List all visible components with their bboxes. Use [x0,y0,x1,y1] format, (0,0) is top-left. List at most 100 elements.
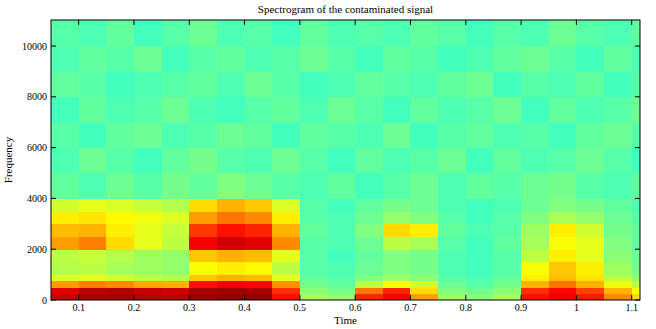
x-tick [355,20,356,25]
cell [134,20,162,46]
cell [604,287,632,294]
cell [438,262,466,275]
cell [383,198,411,211]
cell [493,173,521,199]
cell [549,122,577,148]
cell [328,173,356,199]
cell [549,237,577,250]
cell [576,97,604,123]
cell [79,211,107,224]
cell [134,224,162,237]
cell [466,237,494,250]
cell [604,46,632,72]
x-tick-label: 0.3 [183,302,196,313]
cell [410,122,438,148]
cell [162,211,190,224]
cell [466,287,494,294]
x-tick [410,20,411,25]
cell [604,173,632,199]
cell [355,173,383,199]
cell [79,224,107,237]
y-tick-label: 2000 [27,244,47,255]
cell [604,281,632,288]
cell [493,249,521,262]
cell [410,224,438,237]
cell [493,237,521,250]
cell [328,294,356,300]
cell [217,287,245,294]
cell [410,198,438,211]
cell [438,294,466,300]
cell [438,148,466,174]
cell [355,46,383,72]
cell [521,237,549,250]
cell [189,224,217,237]
cell [245,237,273,250]
cell [576,237,604,250]
x-tick [244,295,245,300]
cell [162,122,190,148]
x-tick [355,295,356,300]
cell [549,20,577,46]
cell [604,262,632,275]
cell [438,46,466,72]
cell [189,262,217,275]
cell [189,97,217,123]
cell [162,249,190,262]
cell [438,173,466,199]
cell [106,198,134,211]
cell [604,97,632,123]
x-tick-label: 0.9 [515,302,528,313]
cell [549,281,577,288]
cell [217,237,245,250]
cell [189,198,217,211]
cell [576,122,604,148]
cell [410,294,438,300]
x-tick [521,295,522,300]
cell [632,294,640,300]
cell [383,275,411,282]
cell [355,287,383,294]
cell [576,211,604,224]
cell [300,262,328,275]
cell [549,294,577,300]
cell [632,122,640,148]
cell [632,211,640,224]
cell [438,275,466,282]
cell [162,71,190,97]
cell [51,294,79,300]
cell [51,46,79,72]
cell [189,294,217,300]
cell [162,20,190,46]
cell [576,262,604,275]
cell [466,71,494,97]
cell [217,198,245,211]
x-tick-label: 0.6 [349,302,362,313]
cell [189,249,217,262]
cell [51,71,79,97]
cell [355,148,383,174]
cell [217,275,245,282]
y-tick [635,46,640,47]
cell [134,275,162,282]
cell [355,294,383,300]
cell [632,71,640,97]
cell [134,46,162,72]
x-tick-label: 0.1 [72,302,85,313]
cell [438,237,466,250]
cell [576,46,604,72]
cell [355,198,383,211]
cell [51,249,79,262]
cell [355,122,383,148]
cell [51,173,79,199]
cell [632,224,640,237]
cell [410,46,438,72]
cell [217,97,245,123]
cell [272,224,300,237]
cell [134,237,162,250]
cell [134,198,162,211]
cell [189,211,217,224]
cell [189,20,217,46]
cell [134,122,162,148]
cell [383,97,411,123]
